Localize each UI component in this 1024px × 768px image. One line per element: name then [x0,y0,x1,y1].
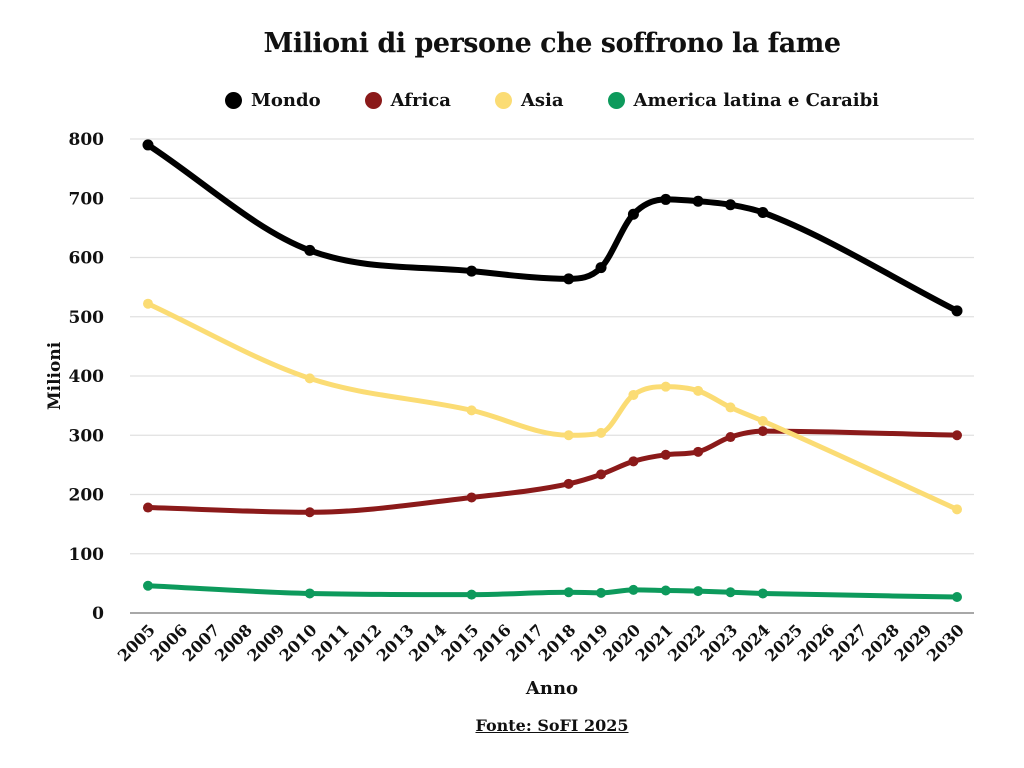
legend-dot-mondo [224,92,242,109]
legend-label: Asia [520,90,564,111]
y-tick-label: 800 [69,130,105,150]
data-point-america-latina-e-caraibi [466,589,477,600]
y-axis-title: Milioni [45,341,65,410]
data-point-africa [466,492,477,503]
y-tick-label: 100 [69,545,105,565]
y-tick-label: 400 [69,367,105,387]
legend-item-mondo: Mondo [224,90,321,111]
data-point-asia [693,385,704,396]
data-point-africa [143,502,153,513]
source-note: Fonte: SoFI 2025 [475,716,629,735]
data-point-asia [725,402,736,413]
data-point-america-latina-e-caraibi [596,587,607,598]
data-point-asia [660,381,671,392]
y-tick-label: 300 [69,426,105,446]
data-point-mondo [304,244,316,256]
data-point-africa [563,478,574,489]
legend-dot-asia [494,92,512,109]
data-point-asia [466,405,477,416]
data-point-mondo [757,206,769,218]
y-tick-label: 0 [92,604,104,624]
chart-title: Milioni di persone che soffrono la fame [263,28,841,59]
data-point-africa [628,456,639,467]
legend-label: Mondo [250,90,321,111]
legend-label: Africa [390,90,451,111]
data-point-africa [757,426,768,437]
data-point-asia [628,389,639,400]
plot-area: 0100200300400500600700800200520062007200… [45,130,974,665]
data-point-america-latina-e-caraibi [693,586,704,597]
data-point-asia [952,504,962,515]
data-point-america-latina-e-caraibi [143,580,153,591]
series-line-africa [145,428,960,515]
data-point-africa [304,507,315,518]
y-tick-label: 500 [69,308,105,328]
data-point-america-latina-e-caraibi [304,588,315,599]
legend-dot-africa [364,92,382,109]
data-point-america-latina-e-caraibi [725,587,736,598]
data-point-america-latina-e-caraibi [563,587,574,598]
data-point-asia [757,416,768,427]
chart-legend: Mondo Africa Asia America latina e Caraibi [130,90,974,111]
data-point-africa [952,430,962,441]
data-point-asia [304,373,315,384]
data-point-america-latina-e-caraibi [757,588,768,599]
data-point-america-latina-e-caraibi [660,585,671,596]
data-point-mondo [660,193,672,205]
data-point-africa [596,469,607,480]
data-point-mondo [951,305,963,317]
data-point-america-latina-e-caraibi [628,584,639,595]
y-tick-label: 200 [69,486,105,506]
x-tick-label: 2030 [923,620,968,665]
series-line-america-latina-e-caraibi [145,583,960,600]
data-point-mondo [692,195,704,207]
data-point-mondo [595,262,607,274]
legend-item-africa: Africa [364,90,451,111]
data-point-asia [596,427,607,438]
x-axis-title: Anno [525,678,579,699]
data-point-america-latina-e-caraibi [952,592,962,603]
data-point-asia [563,430,574,441]
legend-label: America latina e Caraibi [633,90,880,111]
data-point-mondo [142,139,154,151]
data-point-mondo [627,208,639,220]
series-line-asia [145,301,960,512]
y-tick-label: 600 [69,249,105,269]
series-line-mondo [145,141,960,314]
data-point-africa [660,449,671,460]
data-point-africa [693,446,704,457]
data-point-mondo [466,265,478,277]
legend-item-america-latina-e-caraibi: America latina e Caraibi [607,90,880,111]
data-point-mondo [724,199,736,211]
legend-item-asia: Asia [494,90,564,111]
data-point-mondo [563,273,575,285]
y-tick-label: 700 [69,189,105,209]
legend-dot-america-latina-e-caraibi [607,92,625,109]
data-point-africa [725,432,736,443]
data-point-asia [143,298,153,309]
